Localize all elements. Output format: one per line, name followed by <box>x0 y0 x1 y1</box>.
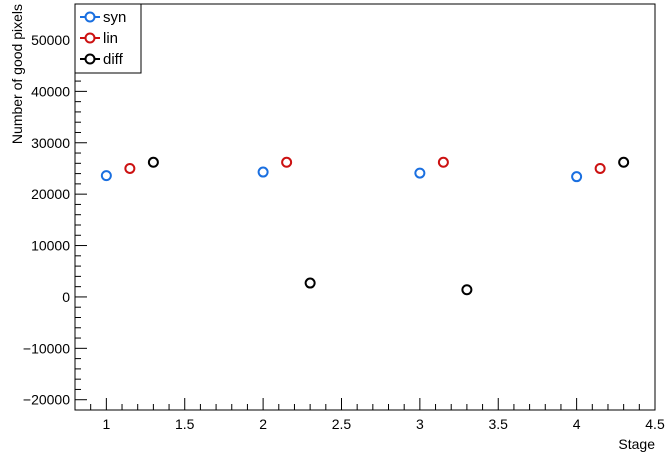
legend-marker-syn <box>84 11 96 23</box>
data-point-syn <box>571 171 583 183</box>
legend-label-lin: lin <box>103 30 118 47</box>
y-tick-label: 40000 <box>31 83 70 99</box>
x-tick-label: 4.5 <box>645 416 665 432</box>
x-tick-label: 1.5 <box>175 416 195 432</box>
x-tick-label: 3.5 <box>489 416 509 432</box>
y-axis-title: Number of good pixels <box>9 4 25 144</box>
x-tick-label: 2.5 <box>332 416 352 432</box>
data-point-lin <box>594 162 606 174</box>
data-point-syn <box>100 170 112 182</box>
y-tick-label: 10000 <box>31 238 70 254</box>
plot-frame <box>74 3 656 411</box>
data-point-diff <box>304 277 316 289</box>
y-tick-label: −10000 <box>23 340 70 356</box>
y-tick-label: 50000 <box>31 32 70 48</box>
data-point-diff <box>461 284 473 296</box>
data-point-syn <box>257 166 269 178</box>
y-tick-label: 30000 <box>31 135 70 151</box>
legend-marker-lin <box>84 32 96 44</box>
y-tick-label: −20000 <box>23 392 70 408</box>
y-tick-label: 20000 <box>31 186 70 202</box>
x-tick-label: 3 <box>416 416 424 432</box>
legend-items: syn lin diff <box>80 9 126 68</box>
x-tick-label: 2 <box>259 416 267 432</box>
data-markers <box>100 156 630 296</box>
data-point-diff <box>618 156 630 168</box>
legend-label-syn: syn <box>103 9 126 26</box>
data-point-syn <box>414 167 426 179</box>
legend-label-diff: diff <box>103 51 124 68</box>
legend: syn lin diff <box>74 3 142 74</box>
x-tick-label: 4 <box>573 416 581 432</box>
x-tick-label: 1 <box>102 416 110 432</box>
data-point-lin <box>124 162 136 174</box>
data-point-lin <box>437 156 449 168</box>
x-axis-ticks: 1 1.5 2 2.5 3 3.5 4 4.5 <box>74 398 665 432</box>
legend-marker-diff <box>84 53 96 65</box>
y-tick-label: 0 <box>62 289 70 305</box>
data-point-diff <box>147 156 159 168</box>
data-point-lin <box>281 156 293 168</box>
x-axis-title: Stage <box>618 436 655 452</box>
